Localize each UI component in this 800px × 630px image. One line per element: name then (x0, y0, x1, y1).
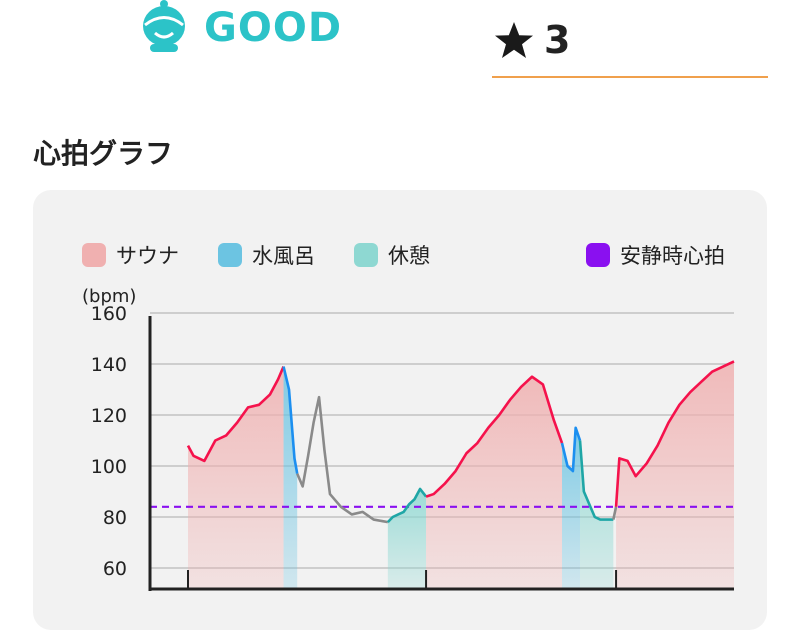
rest-heart-rate-line (386, 487, 428, 524)
transition-heart-rate-line (296, 395, 389, 524)
cold-area (283, 366, 298, 589)
y-tick-label: 80 (103, 507, 127, 529)
smiling-face-icon (143, 0, 185, 52)
rest-area (580, 440, 614, 589)
cold-heart-rate-line (560, 426, 582, 473)
y-tick-label: 60 (103, 558, 127, 580)
sauna-heart-rate-line (186, 366, 285, 463)
legend-label: 安静時心拍 (620, 244, 725, 268)
rest-heart-rate-line (578, 440, 614, 521)
rating-divider (492, 76, 768, 78)
sauna-area (188, 366, 284, 589)
y-tick-label: 100 (91, 456, 127, 478)
section-title: 心拍グラフ (33, 137, 174, 170)
legend-item-sauna: サウナ (82, 240, 179, 270)
y-tick-label: 120 (91, 405, 127, 427)
legend-item-resting-heart-rate: 安静時心拍 (586, 240, 725, 270)
heart-rate-chart: 160 140 120 100 80 60 (91, 303, 735, 591)
rest-area (387, 488, 427, 589)
status-label: GOOD (204, 5, 343, 51)
sauna-area (616, 361, 734, 589)
legend-label: 水風呂 (252, 244, 315, 268)
sauna-area (426, 376, 563, 589)
status-indicator: GOOD (136, 0, 342, 56)
legend-label: 休憩 (388, 244, 430, 268)
cold-heart-rate-line (282, 366, 299, 474)
star-icon (495, 22, 533, 58)
cold-area (562, 427, 581, 589)
cold-bath-swatch (218, 243, 242, 267)
sauna-heart-rate-line (614, 360, 735, 507)
rating: 3 (494, 18, 570, 62)
transition-heart-rate-line (612, 506, 618, 520)
y-axis-unit: (bpm) (82, 286, 137, 307)
legend-item-rest: 休憩 (354, 240, 430, 270)
y-tick-label: 160 (91, 303, 127, 325)
rating-value: 3 (544, 18, 571, 62)
legend-item-cold-bath: 水風呂 (218, 240, 315, 270)
legend-label: サウナ (116, 244, 179, 268)
y-tick-label: 140 (91, 354, 127, 376)
sauna-swatch (82, 243, 106, 267)
resting-heart-rate-swatch (586, 243, 610, 267)
sauna-heart-rate-line (425, 375, 564, 498)
rest-swatch (354, 243, 378, 267)
